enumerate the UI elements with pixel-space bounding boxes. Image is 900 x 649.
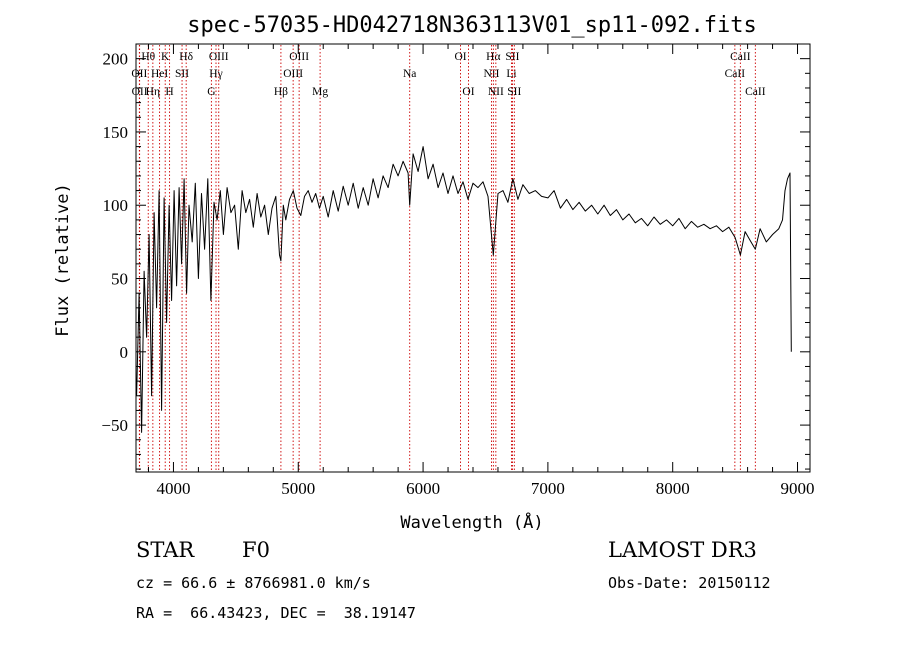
line-label: Li — [506, 68, 516, 80]
x-tick-label: 7000 — [531, 479, 565, 498]
line-label: Hθ — [141, 51, 155, 63]
line-label: NII — [488, 86, 504, 98]
line-label: Hα — [486, 51, 500, 63]
emission-line-markers: HθOIIOIIHηHeIKHSIIHδGHγOIIIHβOIIIOIIIMgN… — [131, 45, 766, 471]
line-label: OIII — [209, 51, 229, 63]
spectrum-path — [136, 146, 792, 433]
coordinates: RA = 66.43423, DEC = 38.19147 — [136, 604, 416, 622]
line-label: Hη — [146, 86, 160, 98]
y-tick-label: −50 — [101, 416, 128, 435]
line-label: OIII — [283, 68, 303, 80]
plot-frame — [135, 43, 811, 473]
axis-ticks: 4000 5000 6000 7000 8000 9000 −50 0 50 100 150 200 — [101, 43, 815, 498]
line-label: HeI — [151, 68, 168, 80]
y-tick-label: 0 — [120, 343, 129, 362]
line-label: SII — [175, 68, 189, 80]
line-label: Mg — [312, 86, 328, 98]
line-label: OI — [462, 86, 474, 98]
line-label: Hδ — [179, 51, 193, 63]
y-tick-label: 100 — [103, 196, 129, 215]
x-tick-label: 8000 — [656, 479, 690, 498]
y-tick-label: 50 — [111, 270, 128, 289]
line-label: CaII — [730, 51, 751, 63]
survey-name: LAMOST DR3 — [608, 538, 757, 562]
x-axis-label: Wavelength (Å) — [400, 511, 543, 533]
x-tick-label: 4000 — [156, 479, 190, 498]
x-tick-label: 5000 — [281, 479, 315, 498]
line-label: OI — [454, 51, 466, 63]
line-label: OIII — [289, 51, 309, 63]
line-label: Hβ — [274, 86, 288, 98]
line-label: Hγ — [209, 68, 222, 80]
redshift-readout: cz = 66.6 ± 8766981.0 km/s — [136, 574, 371, 592]
y-axis-label: Flux (relative) — [53, 183, 73, 337]
line-label: H — [165, 86, 173, 98]
line-label: NII — [483, 68, 499, 80]
line-label: Na — [403, 68, 416, 80]
line-label: SII — [507, 86, 521, 98]
line-label: K — [161, 51, 170, 63]
line-label: CaII — [745, 86, 766, 98]
y-tick-label: 150 — [103, 123, 129, 142]
y-tick-label: 200 — [103, 50, 129, 69]
line-label: CaII — [725, 68, 746, 80]
obs-date: Obs-Date: 20150112 — [608, 574, 771, 592]
x-tick-label: 9000 — [781, 479, 815, 498]
line-label: SII — [505, 51, 519, 63]
object-class: STAR — [136, 538, 195, 562]
chart-title: spec-57035-HD042718N363113V01_sp11-092.f… — [187, 13, 757, 38]
spectrum-trace — [136, 146, 792, 433]
line-label: G — [207, 86, 215, 98]
x-tick-label: 6000 — [406, 479, 440, 498]
object-subclass: F0 — [242, 538, 270, 562]
